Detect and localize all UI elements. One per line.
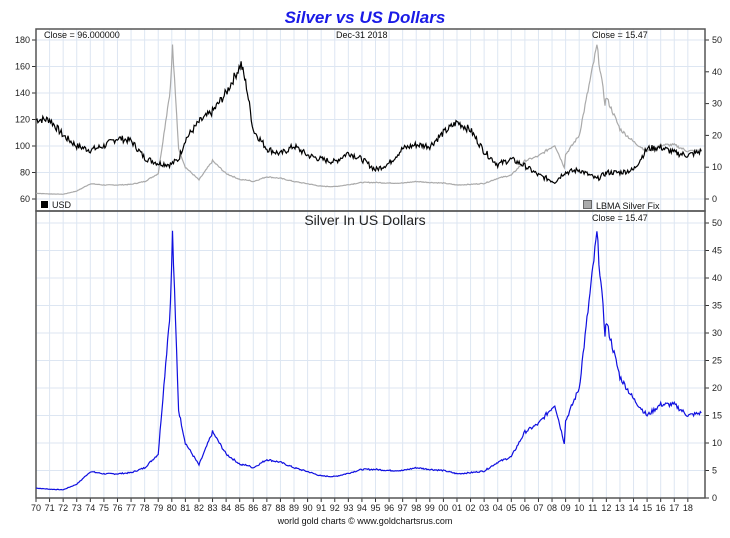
y-tick-label-right: 50: [712, 218, 722, 228]
x-tick-label: 73: [72, 503, 82, 513]
legend-usd: USD: [41, 200, 71, 210]
x-tick-label: 80: [167, 503, 177, 513]
x-tick-label: 06: [520, 503, 530, 513]
y-tick-label-right: 0: [712, 493, 717, 503]
x-tick-label: 81: [180, 503, 190, 513]
x-tick-label: 18: [683, 503, 693, 513]
x-tick-label: 05: [506, 503, 516, 513]
x-tick-label: 86: [248, 503, 258, 513]
x-tick-label: 12: [601, 503, 611, 513]
x-tick-label: 94: [357, 503, 367, 513]
x-tick-label: 71: [45, 503, 55, 513]
x-tick-label: 02: [466, 503, 476, 513]
y-tick-label-right: 30: [712, 328, 722, 338]
x-tick-label: 00: [438, 503, 448, 513]
y-tick-label-right: 0: [712, 194, 717, 204]
y-tick-label-right: 15: [712, 411, 722, 421]
y-tick-label-left: 140: [15, 88, 30, 98]
x-tick-label: 17: [669, 503, 679, 513]
x-tick-label: 78: [140, 503, 150, 513]
x-tick-label: 08: [547, 503, 557, 513]
footer-credit: world gold charts © www.goldchartsrus.co…: [277, 516, 453, 526]
x-tick-label: 11: [588, 503, 597, 513]
x-tick-label: 72: [58, 503, 68, 513]
x-tick-label: 96: [384, 503, 394, 513]
x-tick-label: 82: [194, 503, 204, 513]
y-tick-label-left: 100: [15, 141, 30, 151]
x-tick-label: 04: [493, 503, 503, 513]
x-tick-label: 85: [235, 503, 245, 513]
x-tick-label: 91: [316, 503, 326, 513]
y-tick-label-left: 60: [20, 194, 30, 204]
x-tick-label: 83: [208, 503, 218, 513]
x-tick-label: 16: [656, 503, 666, 513]
x-tick-label: 99: [425, 503, 435, 513]
x-tick-label: 03: [479, 503, 489, 513]
legend-silver-text: LBMA Silver Fix: [596, 201, 660, 211]
x-tick-label: 76: [112, 503, 122, 513]
x-tick-label: 93: [343, 503, 353, 513]
y-tick-label-left: 120: [15, 115, 30, 125]
x-tick-label: 89: [289, 503, 299, 513]
chart-title: Silver vs US Dollars: [284, 8, 446, 27]
date-label: Dec-31 2018: [336, 30, 388, 40]
y-tick-label-left: 80: [20, 168, 30, 178]
silver-line-lower: [36, 230, 702, 491]
x-tick-label: 92: [330, 503, 340, 513]
y-tick-label-right: 50: [712, 35, 722, 45]
x-tick-label: 84: [221, 503, 231, 513]
y-tick-label-right: 45: [712, 246, 722, 256]
legend-silver-swatch: [583, 200, 592, 209]
lower-close-label: Close = 15.47: [592, 213, 648, 223]
y-tick-label-right: 25: [712, 356, 722, 366]
y-tick-label-right: 20: [712, 130, 722, 140]
legend-usd-swatch: [41, 201, 48, 208]
usd-line: [35, 61, 702, 185]
x-tick-label: 09: [561, 503, 571, 513]
x-tick-label: 95: [370, 503, 380, 513]
x-tick-label: 97: [398, 503, 408, 513]
silver-close-label: Close = 15.47: [592, 30, 648, 40]
x-tick-label: 77: [126, 503, 136, 513]
x-tick-label: 90: [303, 503, 313, 513]
silver-line-upper: [36, 44, 702, 195]
x-tick-label: 87: [262, 503, 272, 513]
y-tick-label-right: 20: [712, 383, 722, 393]
y-tick-label-right: 30: [712, 99, 722, 109]
legend-silver: LBMA Silver Fix: [583, 200, 660, 211]
x-tick-label: 14: [629, 503, 639, 513]
x-tick-label: 70: [31, 503, 41, 513]
x-tick-label: 88: [275, 503, 285, 513]
x-tick-label: 13: [615, 503, 625, 513]
x-tick-label: 10: [574, 503, 584, 513]
x-tick-label: 07: [533, 503, 543, 513]
y-tick-label-left: 160: [15, 62, 30, 72]
x-tick-label: 15: [642, 503, 652, 513]
x-tick-label: 79: [153, 503, 163, 513]
y-tick-label-right: 35: [712, 301, 722, 311]
y-tick-label-left: 180: [15, 35, 30, 45]
y-tick-label-right: 40: [712, 273, 722, 283]
y-tick-label-right: 10: [712, 162, 722, 172]
lower-plot-frame: [35, 210, 706, 499]
lower-chart-title: Silver In US Dollars: [304, 212, 426, 228]
usd-close-label: Close = 96.000000: [44, 30, 120, 40]
x-tick-label: 74: [85, 503, 95, 513]
x-tick-label: 01: [452, 503, 462, 513]
y-tick-label-right: 5: [712, 466, 717, 476]
y-tick-label-right: 10: [712, 438, 722, 448]
x-tick-label: 75: [99, 503, 109, 513]
y-tick-label-right: 40: [712, 67, 722, 77]
legend-usd-text: USD: [52, 200, 72, 210]
x-tick-label: 98: [411, 503, 421, 513]
